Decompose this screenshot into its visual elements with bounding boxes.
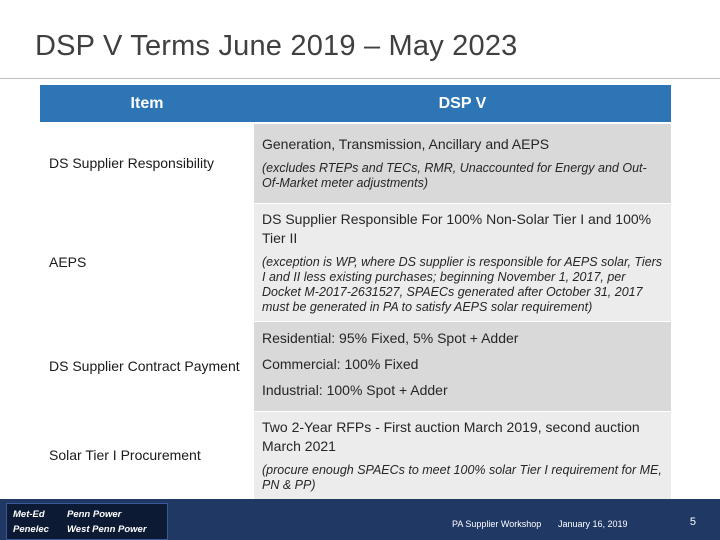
table-header-row: Item DSP V	[40, 85, 671, 124]
table-row: DS Supplier Contract Payment Residential…	[40, 321, 671, 412]
row-label: AEPS	[40, 203, 254, 322]
row-value: Two 2-Year RFPs - First auction March 20…	[254, 411, 671, 500]
payment-line-industrial: Industrial: 100% Spot + Adder	[262, 381, 448, 398]
row-main-text: DS Supplier Responsible For 100% Non-Sol…	[262, 210, 652, 246]
title-divider	[0, 78, 720, 79]
row-note-text: (exception is WP, where DS supplier is r…	[262, 254, 663, 314]
row-value: Generation, Transmission, Ancillary and …	[254, 123, 671, 204]
column-header-item: Item	[40, 85, 254, 124]
slide-title: DSP V Terms June 2019 – May 2023	[35, 30, 518, 62]
payment-line-commercial: Commercial: 100% Fixed	[262, 355, 419, 372]
page-number: 5	[689, 516, 696, 528]
logo-penelec: Penelec	[13, 524, 49, 535]
table-row: AEPS DS Supplier Responsible For 100% No…	[40, 203, 671, 322]
logo-west-penn-power: West Penn Power	[67, 524, 147, 535]
row-main-text: Generation, Transmission, Ancillary and …	[262, 136, 550, 153]
company-logos: Met-Ed Penn Power Penelec West Penn Powe…	[6, 503, 168, 540]
row-main-text: Two 2-Year RFPs - First auction March 20…	[262, 418, 640, 454]
column-header-dsp-v: DSP V	[254, 85, 671, 124]
row-value: DS Supplier Responsible For 100% Non-Sol…	[254, 203, 671, 322]
payment-line-residential: Residential: 95% Fixed, 5% Spot + Adder	[262, 329, 519, 346]
logo-penn-power: Penn Power	[67, 509, 122, 520]
row-label: Solar Tier I Procurement	[40, 411, 254, 500]
row-note-text: (procure enough SPAECs to meet 100% sola…	[262, 462, 662, 492]
footer-date: January 16, 2019	[558, 519, 628, 529]
row-label: DS Supplier Responsibility	[40, 123, 254, 204]
logo-met-ed: Met-Ed	[13, 509, 45, 520]
row-label: DS Supplier Contract Payment	[40, 321, 254, 412]
footer-bar: Met-Ed Penn Power Penelec West Penn Powe…	[0, 499, 720, 540]
terms-table: Item DSP V DS Supplier Responsibility Ge…	[40, 85, 671, 500]
row-note-text: (excludes RTEPs and TECs, RMR, Unaccount…	[262, 161, 647, 191]
footer-event: PA Supplier Workshop	[452, 519, 542, 529]
table-row: Solar Tier I Procurement Two 2-Year RFPs…	[40, 411, 671, 500]
row-value: Residential: 95% Fixed, 5% Spot + Adder …	[254, 321, 671, 412]
table-row: DS Supplier Responsibility Generation, T…	[40, 123, 671, 204]
